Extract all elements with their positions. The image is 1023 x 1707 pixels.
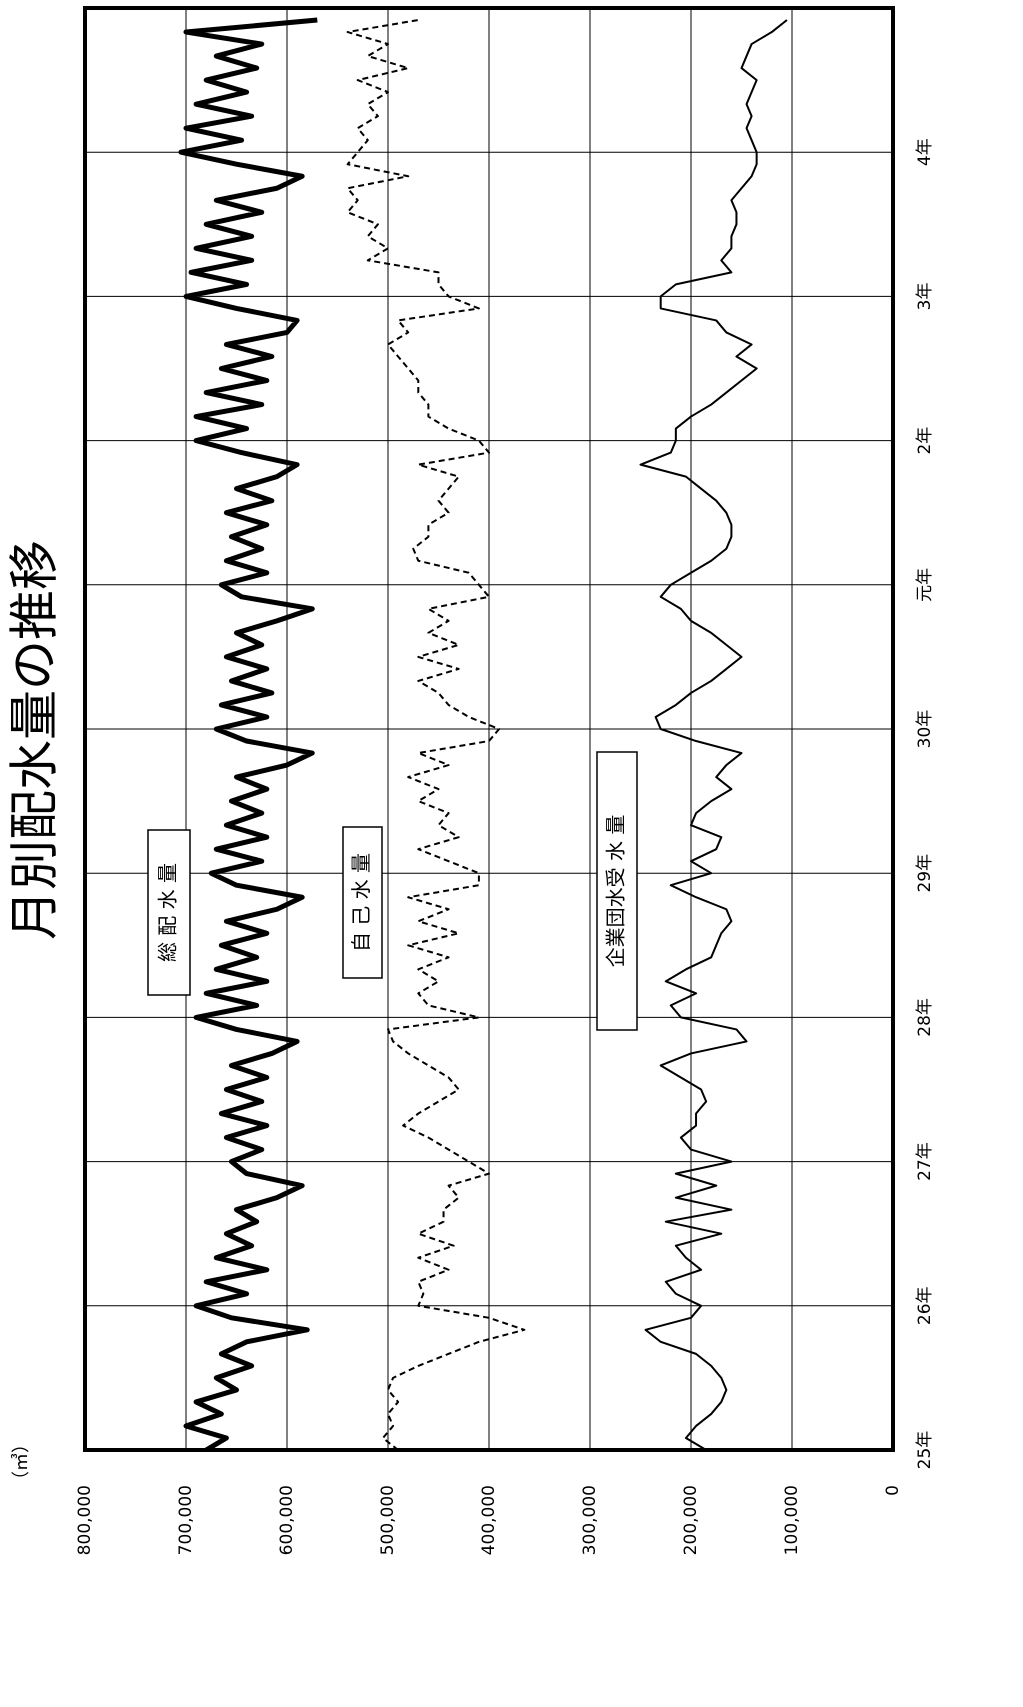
legend-label: 総 配 水 量	[156, 863, 180, 962]
y-tick-label: 700,000	[176, 1485, 196, 1555]
x-tick-label: 27年	[915, 1142, 935, 1181]
x-tick-label: 2年	[915, 427, 935, 455]
x-tick-label: 25年	[915, 1431, 935, 1470]
x-tick-label: 30年	[915, 710, 935, 749]
series-line	[346, 19, 526, 1451]
series-line	[178, 17, 318, 1453]
x-tick-label: 3年	[915, 282, 935, 310]
x-tick-label: 26年	[915, 1286, 935, 1325]
y-tick-label: 600,000	[277, 1485, 297, 1555]
legend-box	[147, 829, 191, 996]
y-tick-label: 200,000	[681, 1485, 701, 1555]
y-tick-label: 500,000	[378, 1485, 398, 1555]
x-tick-label: 4年	[915, 138, 935, 166]
chart-title: 月別配水量の推移	[6, 540, 64, 940]
y-tick-label: 100,000	[782, 1485, 802, 1555]
legend-box	[596, 751, 638, 1031]
y-tick-label: 400,000	[479, 1485, 499, 1555]
y-tick-label: 800,000	[75, 1485, 95, 1555]
x-tick-label: 28年	[915, 998, 935, 1037]
plot-frame	[83, 6, 895, 1452]
series-line	[639, 19, 788, 1451]
legend-label: 企業団水受 水 量	[604, 815, 628, 968]
y-unit: （㎥）	[11, 1435, 32, 1489]
legend-label: 自 己 水 量	[349, 853, 373, 952]
rotated-chart: 月別配水量の推移 （㎥） 0 100,000 200,000 300,000 400,0…	[6, 6, 935, 1555]
y-tick-label: 300,000	[580, 1485, 600, 1555]
legend-box	[342, 826, 383, 979]
x-tick-label: 29年	[915, 854, 935, 893]
x-tick-label: 元年	[915, 568, 935, 602]
y-tick-label: 0	[883, 1485, 903, 1496]
